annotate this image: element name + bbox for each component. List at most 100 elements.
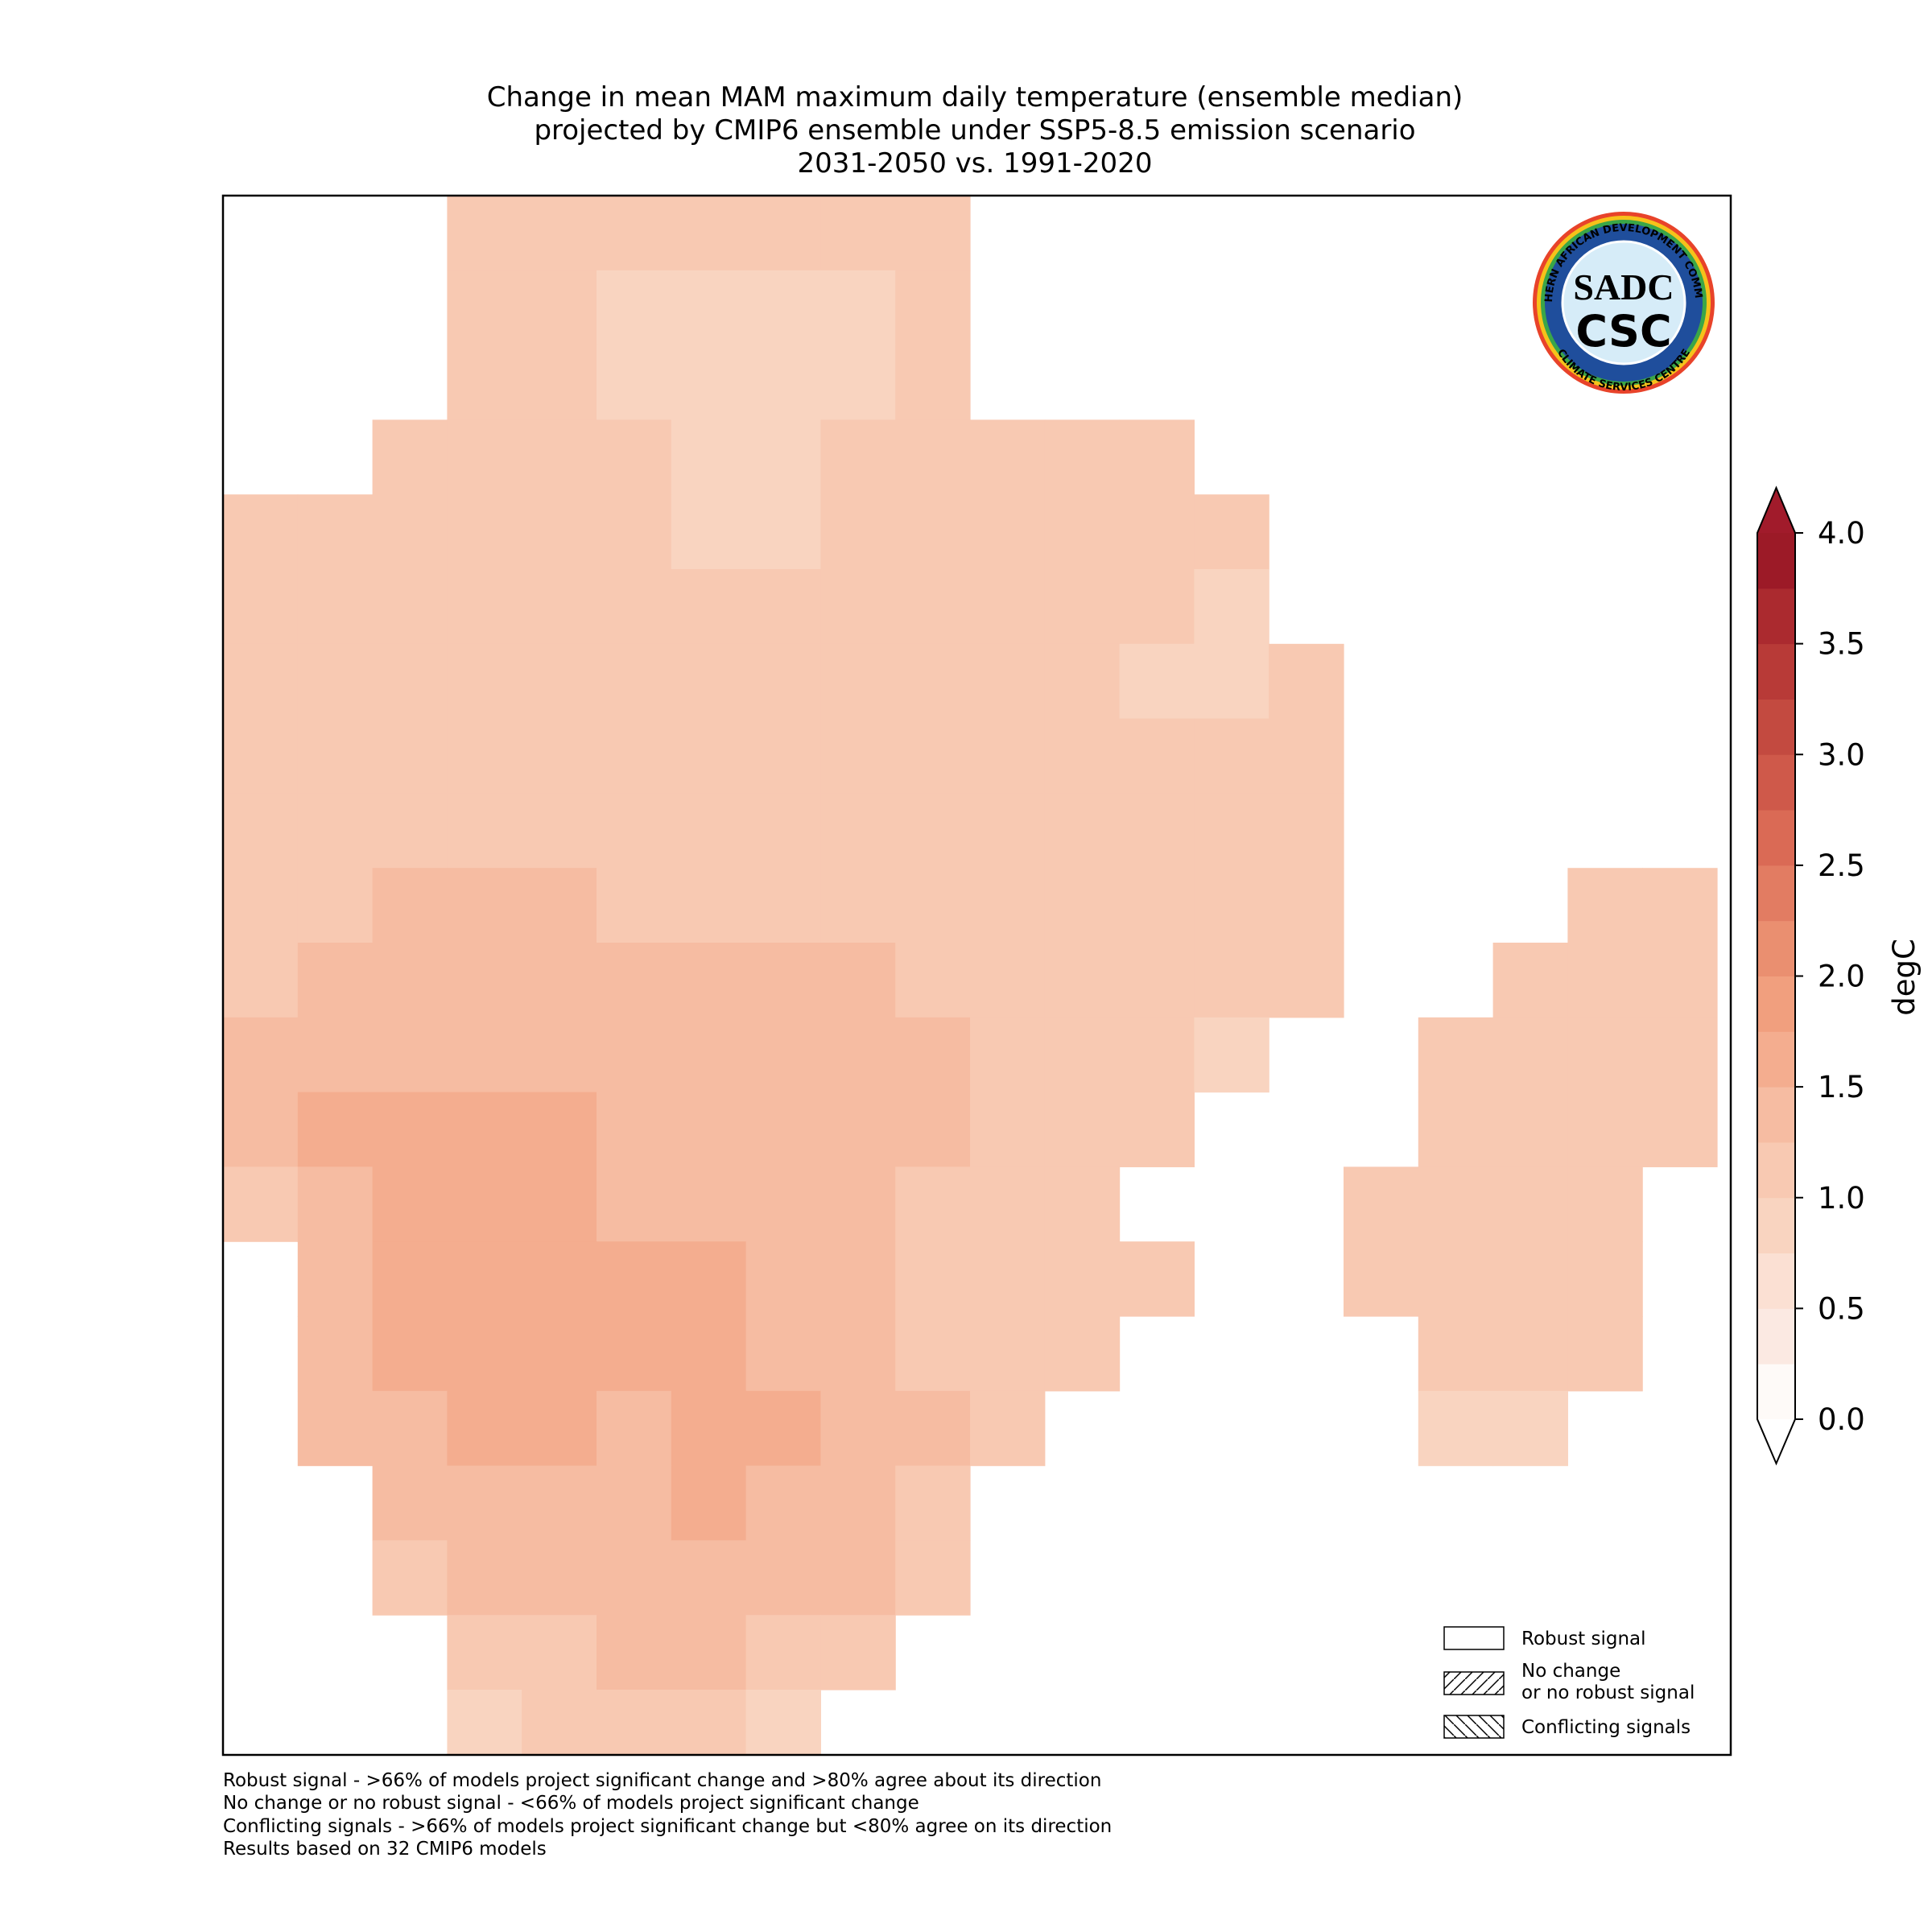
grid-cell bbox=[447, 868, 522, 943]
grid-cell bbox=[671, 868, 747, 943]
grid-cell bbox=[1642, 943, 1718, 1018]
grid-cell bbox=[1044, 943, 1121, 1018]
grid-cell bbox=[745, 943, 821, 1018]
grid-cell bbox=[223, 569, 299, 645]
grid-cell bbox=[522, 1166, 597, 1242]
map-frame bbox=[221, 194, 1732, 1757]
legend-label: Conflicting signals bbox=[1521, 1717, 1690, 1738]
grid-cell bbox=[1492, 1241, 1568, 1317]
grid-cell bbox=[372, 1166, 448, 1242]
grid-cell bbox=[895, 569, 971, 645]
legend-label: or no robust signal bbox=[1521, 1682, 1695, 1703]
grid-cell bbox=[447, 1241, 522, 1317]
colorbar-segment bbox=[1757, 533, 1795, 589]
grid-cell bbox=[1492, 1092, 1568, 1167]
grid-cell bbox=[522, 1241, 597, 1317]
grid-cell bbox=[297, 868, 374, 943]
grid-cell bbox=[895, 419, 971, 495]
grid-cell bbox=[895, 1390, 971, 1467]
grid-cell bbox=[970, 1316, 1046, 1392]
title: Change in mean MAM maximum daily tempera… bbox=[487, 81, 1463, 180]
colorbar-segment bbox=[1757, 1087, 1795, 1143]
grid-cell bbox=[447, 569, 522, 645]
grid-cell bbox=[297, 1017, 374, 1093]
grid-cell bbox=[671, 1092, 747, 1167]
grid-cell bbox=[522, 345, 597, 420]
grid-cell bbox=[820, 569, 896, 645]
grid-cell bbox=[895, 1465, 971, 1541]
grid-cell bbox=[447, 793, 522, 869]
grid-cell bbox=[597, 1465, 672, 1541]
grid-cell bbox=[1567, 1241, 1643, 1317]
grid-cell bbox=[1119, 1092, 1195, 1167]
grid-cell bbox=[820, 1316, 896, 1392]
grid-cell bbox=[895, 868, 971, 943]
grid-cell bbox=[820, 1615, 896, 1690]
grid-cell bbox=[522, 868, 597, 943]
grid-cell bbox=[372, 1092, 448, 1167]
grid-cell bbox=[522, 419, 597, 495]
grid-cell bbox=[895, 643, 971, 720]
grid-cell bbox=[1269, 943, 1344, 1018]
grid-cell bbox=[820, 1017, 896, 1093]
grid-cell bbox=[745, 868, 821, 943]
colorbar-segment bbox=[1757, 1197, 1795, 1254]
grid-cell bbox=[1119, 793, 1195, 869]
grid-cell bbox=[1194, 569, 1269, 645]
grid-cell bbox=[671, 718, 747, 794]
grid-cell bbox=[671, 345, 747, 420]
grid-cell bbox=[745, 1241, 821, 1317]
note: Conflicting signals - >66% of models pro… bbox=[223, 1816, 1112, 1837]
grid-cell bbox=[372, 868, 448, 943]
title-line: Change in mean MAM maximum daily tempera… bbox=[487, 81, 1463, 114]
grid-cell bbox=[671, 1316, 747, 1392]
grid-cell bbox=[895, 793, 971, 869]
grid-cell bbox=[895, 494, 971, 570]
grid-cell bbox=[223, 1017, 299, 1093]
grid-cell bbox=[522, 1316, 597, 1392]
legend-label: No change bbox=[1521, 1661, 1620, 1682]
grid-cell bbox=[895, 1241, 971, 1317]
legend: Robust signal No change or no robust sig… bbox=[1443, 1626, 1695, 1739]
grid-cell bbox=[820, 718, 896, 794]
logo-center bbox=[1561, 240, 1686, 365]
grid-cell bbox=[745, 1092, 821, 1167]
colorbar-extend bbox=[1757, 1419, 1795, 1463]
colorbar-segment bbox=[1757, 1364, 1795, 1420]
grid-cell bbox=[820, 1241, 896, 1317]
grid-cell bbox=[223, 718, 299, 794]
grid-cell bbox=[970, 1166, 1046, 1242]
map-grid bbox=[223, 196, 1718, 1755]
grid-cell bbox=[1119, 1241, 1195, 1317]
title-line: 2031-2050 vs. 1991-2020 bbox=[798, 147, 1153, 180]
colorbar-tick-label: 2.5 bbox=[1818, 848, 1865, 883]
grid-cell bbox=[1194, 868, 1269, 943]
grid-cell bbox=[820, 345, 896, 420]
grid-cell bbox=[447, 943, 522, 1018]
grid-cell bbox=[597, 1316, 672, 1392]
grid-cell bbox=[671, 270, 747, 346]
colorbar-segment bbox=[1757, 865, 1795, 922]
grid-cell bbox=[970, 868, 1046, 943]
grid-cell bbox=[1642, 868, 1718, 943]
grid-cell bbox=[895, 1166, 971, 1242]
grid-cell bbox=[745, 494, 821, 570]
grid-cell bbox=[970, 569, 1046, 645]
grid-cell bbox=[1119, 868, 1195, 943]
grid-cell bbox=[1344, 1241, 1419, 1317]
grid-cell bbox=[745, 270, 821, 346]
grid-cell bbox=[597, 1690, 672, 1755]
logo-mark: SADC bbox=[1573, 266, 1674, 308]
colorbar-segment bbox=[1757, 1308, 1795, 1364]
grid-cell bbox=[1119, 718, 1195, 794]
grid-cell bbox=[1119, 643, 1195, 720]
grid-cell bbox=[223, 868, 299, 943]
grid-cell bbox=[447, 1166, 522, 1242]
grid-cell bbox=[297, 793, 374, 869]
grid-cell bbox=[597, 494, 672, 570]
grid-cell bbox=[895, 718, 971, 794]
grid-cell bbox=[1119, 419, 1195, 495]
grid-cell bbox=[970, 494, 1046, 570]
grid-cell bbox=[1492, 1316, 1568, 1392]
grid-cell bbox=[820, 643, 896, 720]
